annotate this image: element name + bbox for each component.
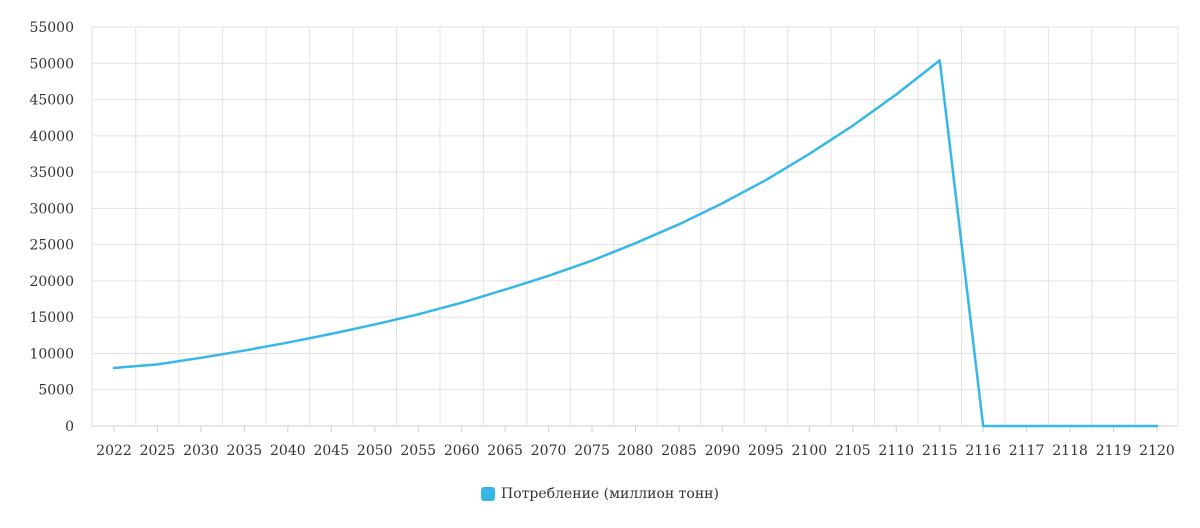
x-axis: 2022 2025 2030 2035 2040 2045 2050 2055 2060 2065… [92,425,1178,459]
y-tick-label: 55000 [29,20,74,36]
series-layer [112,59,1159,428]
x-tick-label: 2055 [400,443,436,459]
x-tick-label: 2070 [531,443,567,459]
x-tick-label: 2080 [618,443,654,459]
x-tick-label: 2035 [227,443,263,459]
x-tick-label: 2118 [1052,443,1088,459]
y-tick-label: 25000 [29,238,74,254]
x-tick-label: 2040 [270,443,306,459]
x-tick-label: 2030 [183,443,219,459]
legend-swatch [481,487,496,501]
x-tick-label: 2115 [922,443,958,459]
x-tick-label: 2025 [140,443,176,459]
x-tick-label: 2117 [1009,443,1045,459]
legend-label: Потребление (миллион тонн) [501,486,719,502]
x-tick-label: 2060 [444,443,480,459]
x-tick-label: 2116 [965,443,1001,459]
y-tick-label: 15000 [29,310,74,326]
line-chart: 0 5000 10000 15000 20000 25000 30000 35000 40000… [29,20,1179,459]
x-tick-label: 2095 [748,443,784,459]
y-tick-label: 50000 [29,56,74,72]
x-tick-label: 2110 [878,443,914,459]
x-tick-label: 2100 [792,443,828,459]
series-line[interactable] [112,59,1159,428]
y-tick-label: 45000 [29,93,74,109]
y-tick-label: 5000 [38,383,74,399]
y-tick-label: 35000 [29,165,74,181]
y-tick-label: 10000 [29,346,74,362]
x-tick-label: 2090 [705,443,741,459]
x-tick-label: 2075 [574,443,610,459]
y-tick-label: 0 [65,419,74,435]
x-tick-label: 2085 [661,443,697,459]
x-tick-label: 2045 [313,443,349,459]
legend[interactable]: Потребление (миллион тонн) [0,486,1200,502]
x-tick-label: 2120 [1139,443,1175,459]
x-tick-label: 2050 [357,443,393,459]
y-tick-label: 40000 [29,129,74,145]
x-tick-label: 2105 [835,443,871,459]
x-tick-label: 2119 [1096,443,1132,459]
x-tick-label: 2022 [96,443,132,459]
x-tick-label: 2065 [487,443,523,459]
y-tick-label: 30000 [29,201,74,217]
grid-lines [91,26,1179,427]
y-tick-label: 20000 [29,274,74,290]
y-axis: 0 5000 10000 15000 20000 25000 30000 35000 40000… [29,20,74,435]
